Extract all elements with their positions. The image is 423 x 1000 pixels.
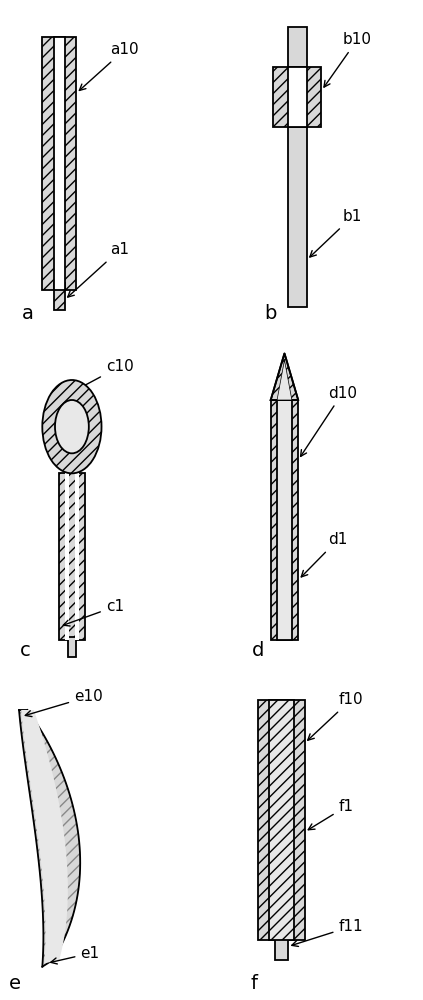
Bar: [273, 67, 321, 127]
Text: a10: a10: [80, 42, 139, 90]
Text: f: f: [250, 974, 257, 993]
Bar: [65, 473, 69, 640]
Bar: [275, 937, 288, 960]
Text: f11: f11: [292, 919, 363, 946]
Text: d: d: [252, 641, 264, 660]
Text: c1: c1: [63, 599, 124, 626]
Bar: [59, 473, 85, 640]
Text: a1: a1: [68, 242, 129, 297]
Text: e: e: [9, 974, 21, 993]
Text: e1: e1: [51, 946, 99, 964]
Text: c10: c10: [55, 359, 134, 401]
Text: e10: e10: [25, 689, 103, 717]
Text: b: b: [264, 304, 277, 323]
Bar: [68, 637, 76, 657]
Text: b1: b1: [310, 209, 362, 257]
Bar: [269, 700, 294, 940]
Bar: [277, 400, 292, 640]
Bar: [258, 700, 305, 940]
Bar: [288, 27, 307, 307]
Text: d1: d1: [301, 532, 347, 577]
Text: a: a: [22, 304, 33, 323]
Bar: [54, 283, 64, 310]
Text: b10: b10: [324, 32, 372, 87]
Text: f10: f10: [308, 692, 363, 740]
Polygon shape: [19, 710, 80, 967]
Bar: [75, 473, 80, 640]
Bar: [42, 37, 76, 290]
Text: f1: f1: [308, 799, 353, 830]
Bar: [288, 67, 307, 127]
Circle shape: [55, 400, 89, 453]
Polygon shape: [271, 353, 298, 400]
Bar: [54, 37, 64, 290]
Bar: [271, 400, 298, 640]
Polygon shape: [21, 710, 68, 963]
Text: c: c: [20, 641, 31, 660]
Text: d10: d10: [301, 386, 357, 456]
Polygon shape: [277, 360, 292, 400]
Circle shape: [42, 380, 102, 473]
